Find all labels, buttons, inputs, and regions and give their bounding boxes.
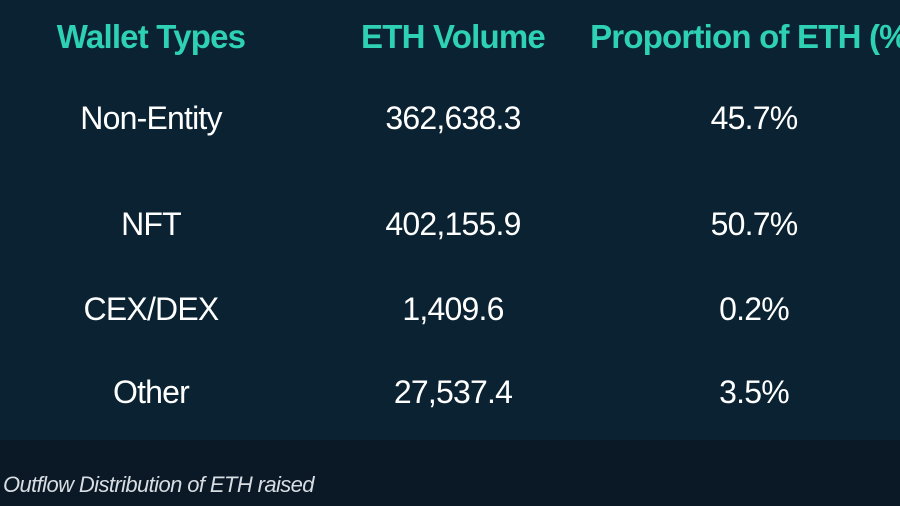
cell-wallet-type-cex-dex: CEX/DEX	[83, 291, 220, 327]
cell-eth-volume-non-entity: 362,638.3	[385, 100, 521, 136]
cell-wallet-type-nft: NFT	[121, 206, 182, 242]
caption-bar	[0, 440, 900, 506]
cell-proportion-nft: 50.7%	[710, 206, 799, 242]
table-panel: Wallet Types ETH Volume Proportion of ET…	[0, 0, 900, 440]
column-header-proportion: Proportion of ETH (%)	[590, 18, 900, 55]
cell-eth-volume-other: 27,537.4	[393, 374, 513, 410]
chart-caption: Outflow Distribution of ETH raised	[3, 472, 315, 497]
cell-wallet-type-non-entity: Non-Entity	[80, 100, 222, 136]
column-header-eth-volume: ETH Volume	[361, 18, 546, 55]
cell-proportion-cex-dex: 0.2%	[719, 291, 790, 327]
cell-proportion-non-entity: 45.7%	[710, 100, 799, 136]
cell-eth-volume-nft: 402,155.9	[385, 206, 521, 242]
cell-proportion-other: 3.5%	[719, 374, 790, 410]
cell-wallet-type-other: Other	[112, 374, 190, 410]
column-header-wallet-types: Wallet Types	[56, 18, 246, 55]
cell-eth-volume-cex-dex: 1,409.6	[402, 291, 504, 327]
